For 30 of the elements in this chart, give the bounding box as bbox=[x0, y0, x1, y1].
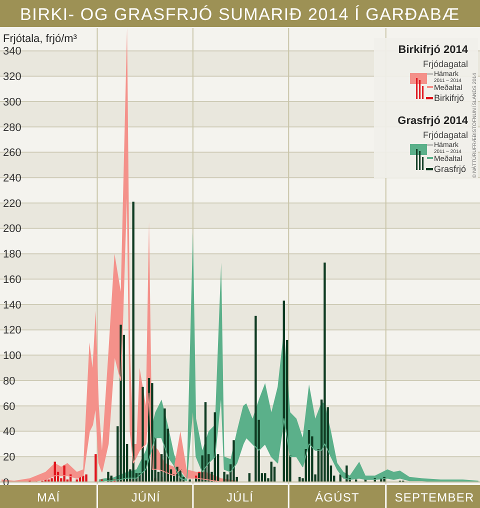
y-tick-label: 240 bbox=[3, 172, 22, 184]
x-tick-label: ÁGÚST bbox=[315, 490, 360, 504]
y-axis-title: Frjótala, frjó/m³ bbox=[3, 33, 78, 45]
y-tick-label: 300 bbox=[3, 96, 22, 108]
y-tick-label: 180 bbox=[3, 248, 22, 261]
chart-title: BIRKI- OG GRASFRJÓ SUMARIÐ 2014 Í GARÐABÆ bbox=[20, 5, 460, 24]
y-tick-label: 80 bbox=[3, 375, 16, 388]
y-tick-label: 220 bbox=[3, 198, 22, 210]
x-tick-label: SEPTEMBER bbox=[394, 490, 474, 504]
annotation: Frjódagatal bbox=[422, 130, 468, 140]
y-tick-label: 100 bbox=[3, 350, 22, 362]
y-tick-label: 140 bbox=[3, 299, 22, 312]
x-tick-label: MAÍ bbox=[37, 490, 60, 504]
y-tick-label: 20 bbox=[3, 451, 16, 464]
y-tick-label: 60 bbox=[3, 400, 16, 413]
annotation: Frjódagatal bbox=[422, 59, 468, 69]
legend-label: Grasfrjó bbox=[434, 164, 466, 174]
y-tick-label: 200 bbox=[3, 223, 22, 236]
annotation: Birkifrjó 2014 bbox=[398, 44, 469, 56]
y-tick-label: 320 bbox=[3, 71, 22, 84]
annotation: Grasfrjó 2014 bbox=[398, 115, 469, 127]
x-tick-label: JÚNÍ bbox=[131, 490, 160, 504]
x-tick-label: JÚLÍ bbox=[226, 490, 254, 504]
y-tick-label: 120 bbox=[3, 324, 22, 337]
y-tick-label: 280 bbox=[3, 122, 22, 134]
y-tick-label: 40 bbox=[3, 426, 16, 438]
y-tick-label: 340 bbox=[3, 46, 22, 58]
y-tick-label: 260 bbox=[3, 147, 22, 160]
y-tick-label: 160 bbox=[3, 274, 22, 286]
legend-label: Birkifrjó bbox=[434, 93, 464, 103]
